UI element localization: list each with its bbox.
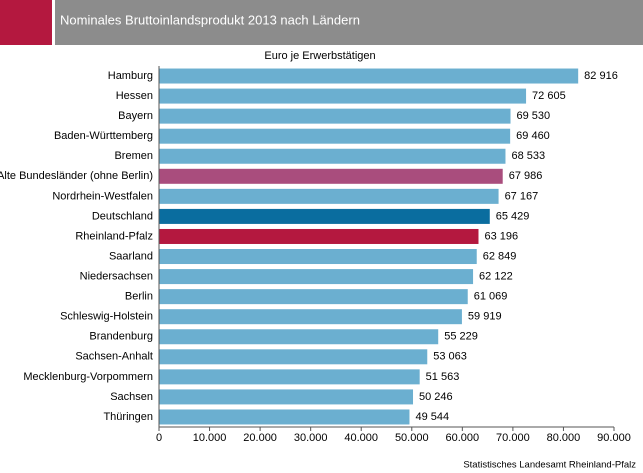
y-tick-label: Sachsen xyxy=(110,391,153,403)
bar xyxy=(159,108,511,124)
y-tick-label: Sachsen-Anhalt xyxy=(75,351,153,363)
value-label: 72 605 xyxy=(532,90,566,102)
x-tick-label: 40.000 xyxy=(344,432,378,444)
bar xyxy=(159,168,503,184)
bar xyxy=(159,389,414,405)
bar xyxy=(159,148,506,164)
y-tick-label: Brandenburg xyxy=(89,331,153,343)
value-label: 62 122 xyxy=(479,270,513,282)
y-tick-label: Hamburg xyxy=(108,70,153,82)
y-tick-label: Mecklenburg-Vorpommern xyxy=(23,371,153,383)
source: Statistisches Landesamt Rheinland-Pfalz xyxy=(463,460,636,471)
x-tick-label: 0 xyxy=(156,432,162,444)
value-label: 82 916 xyxy=(584,70,618,82)
x-tick-label: 50.000 xyxy=(395,432,429,444)
y-tick-label: Baden-Württemberg xyxy=(54,130,153,142)
bar xyxy=(159,309,462,325)
bar xyxy=(159,188,499,204)
y-tick-label: Niedersachsen xyxy=(80,270,153,282)
header-accent xyxy=(0,0,52,45)
header-bar xyxy=(55,0,643,45)
value-label: 68 533 xyxy=(511,150,545,162)
bar xyxy=(159,349,428,365)
value-label: 53 063 xyxy=(433,351,467,363)
value-label: 63 196 xyxy=(484,230,518,242)
value-label: 61 069 xyxy=(474,291,508,303)
bar xyxy=(159,249,477,265)
x-tick-label: 20.000 xyxy=(243,432,277,444)
value-label: 55 229 xyxy=(444,331,478,343)
bar xyxy=(159,128,511,144)
bar xyxy=(159,289,468,305)
value-label: 51 563 xyxy=(426,371,460,383)
chart-subtitle: Euro je Erwerbstätigen xyxy=(264,50,375,62)
x-tick-label: 10.000 xyxy=(193,432,227,444)
bar xyxy=(159,228,479,244)
x-tick-label: 90.000 xyxy=(597,432,631,444)
bar xyxy=(159,88,527,104)
x-tick-label: 70.000 xyxy=(496,432,530,444)
y-tick-label: Berlin xyxy=(125,291,153,303)
value-label: 65 429 xyxy=(496,210,530,222)
bar xyxy=(159,269,474,285)
value-label: 67 986 xyxy=(509,170,543,182)
bar xyxy=(159,208,490,224)
y-tick-label: Rheinland-Pfalz xyxy=(75,230,153,242)
y-tick-label: Nordrhein-Westfalen xyxy=(52,190,153,202)
bar xyxy=(159,329,439,345)
value-label: 69 530 xyxy=(517,110,551,122)
value-label: 59 919 xyxy=(468,311,502,323)
value-label: 67 167 xyxy=(505,190,539,202)
value-label: 69 460 xyxy=(516,130,550,142)
x-tick-label: 30.000 xyxy=(294,432,328,444)
bar xyxy=(159,68,579,84)
y-tick-label: Bayern xyxy=(118,110,153,122)
bar xyxy=(159,369,420,385)
value-label: 62 849 xyxy=(483,250,517,262)
y-tick-label: Bremen xyxy=(114,150,153,162)
bar xyxy=(159,409,410,425)
value-label: 50 246 xyxy=(419,391,453,403)
y-tick-label: Schleswig-Holstein xyxy=(60,311,153,323)
value-label: 49 544 xyxy=(415,411,449,423)
x-tick-label: 60.000 xyxy=(446,432,480,444)
y-tick-label: Hessen xyxy=(116,90,153,102)
y-tick-label: Deutschland xyxy=(92,210,153,222)
y-tick-label: Saarland xyxy=(109,250,153,262)
chart-title: Nominales Bruttoinlandsprodukt 2013 nach… xyxy=(60,12,360,27)
y-tick-label: Thüringen xyxy=(103,411,153,423)
y-tick-label: Alte Bundesländer (ohne Berlin) xyxy=(0,170,153,182)
x-tick-label: 80.000 xyxy=(547,432,581,444)
